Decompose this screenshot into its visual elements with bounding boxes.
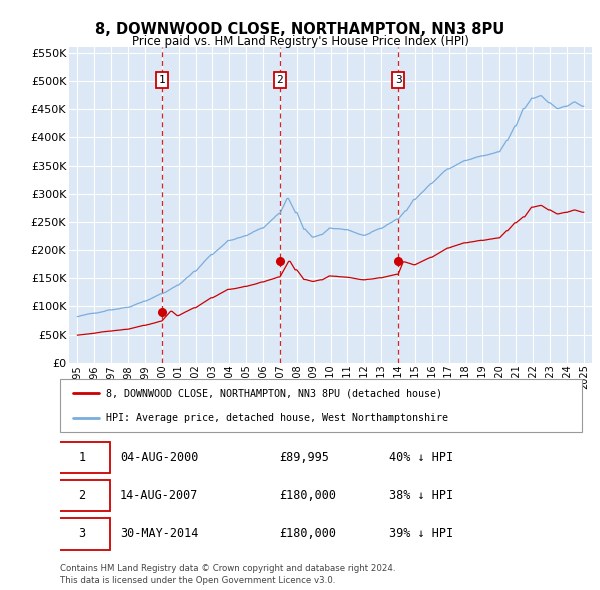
Text: 04-AUG-2000: 04-AUG-2000 — [120, 451, 199, 464]
Text: 2: 2 — [79, 489, 86, 502]
Text: Price paid vs. HM Land Registry's House Price Index (HPI): Price paid vs. HM Land Registry's House … — [131, 35, 469, 48]
Text: 14-AUG-2007: 14-AUG-2007 — [120, 489, 199, 502]
Text: 1: 1 — [158, 75, 165, 85]
Text: 3: 3 — [79, 527, 86, 540]
Text: £180,000: £180,000 — [279, 489, 336, 502]
FancyBboxPatch shape — [55, 480, 110, 511]
Text: 30-MAY-2014: 30-MAY-2014 — [120, 527, 199, 540]
FancyBboxPatch shape — [55, 519, 110, 549]
FancyBboxPatch shape — [60, 379, 582, 432]
Text: 1: 1 — [79, 451, 86, 464]
Text: 40% ↓ HPI: 40% ↓ HPI — [389, 451, 453, 464]
Text: £180,000: £180,000 — [279, 527, 336, 540]
Text: Contains HM Land Registry data © Crown copyright and database right 2024.
This d: Contains HM Land Registry data © Crown c… — [60, 565, 395, 585]
Text: 3: 3 — [395, 75, 401, 85]
Text: 38% ↓ HPI: 38% ↓ HPI — [389, 489, 453, 502]
Text: 8, DOWNWOOD CLOSE, NORTHAMPTON, NN3 8PU: 8, DOWNWOOD CLOSE, NORTHAMPTON, NN3 8PU — [95, 22, 505, 37]
Text: £89,995: £89,995 — [279, 451, 329, 464]
Text: 2: 2 — [277, 75, 283, 85]
FancyBboxPatch shape — [55, 442, 110, 473]
Text: 39% ↓ HPI: 39% ↓ HPI — [389, 527, 453, 540]
Text: HPI: Average price, detached house, West Northamptonshire: HPI: Average price, detached house, West… — [106, 412, 448, 422]
Text: 8, DOWNWOOD CLOSE, NORTHAMPTON, NN3 8PU (detached house): 8, DOWNWOOD CLOSE, NORTHAMPTON, NN3 8PU … — [106, 388, 442, 398]
